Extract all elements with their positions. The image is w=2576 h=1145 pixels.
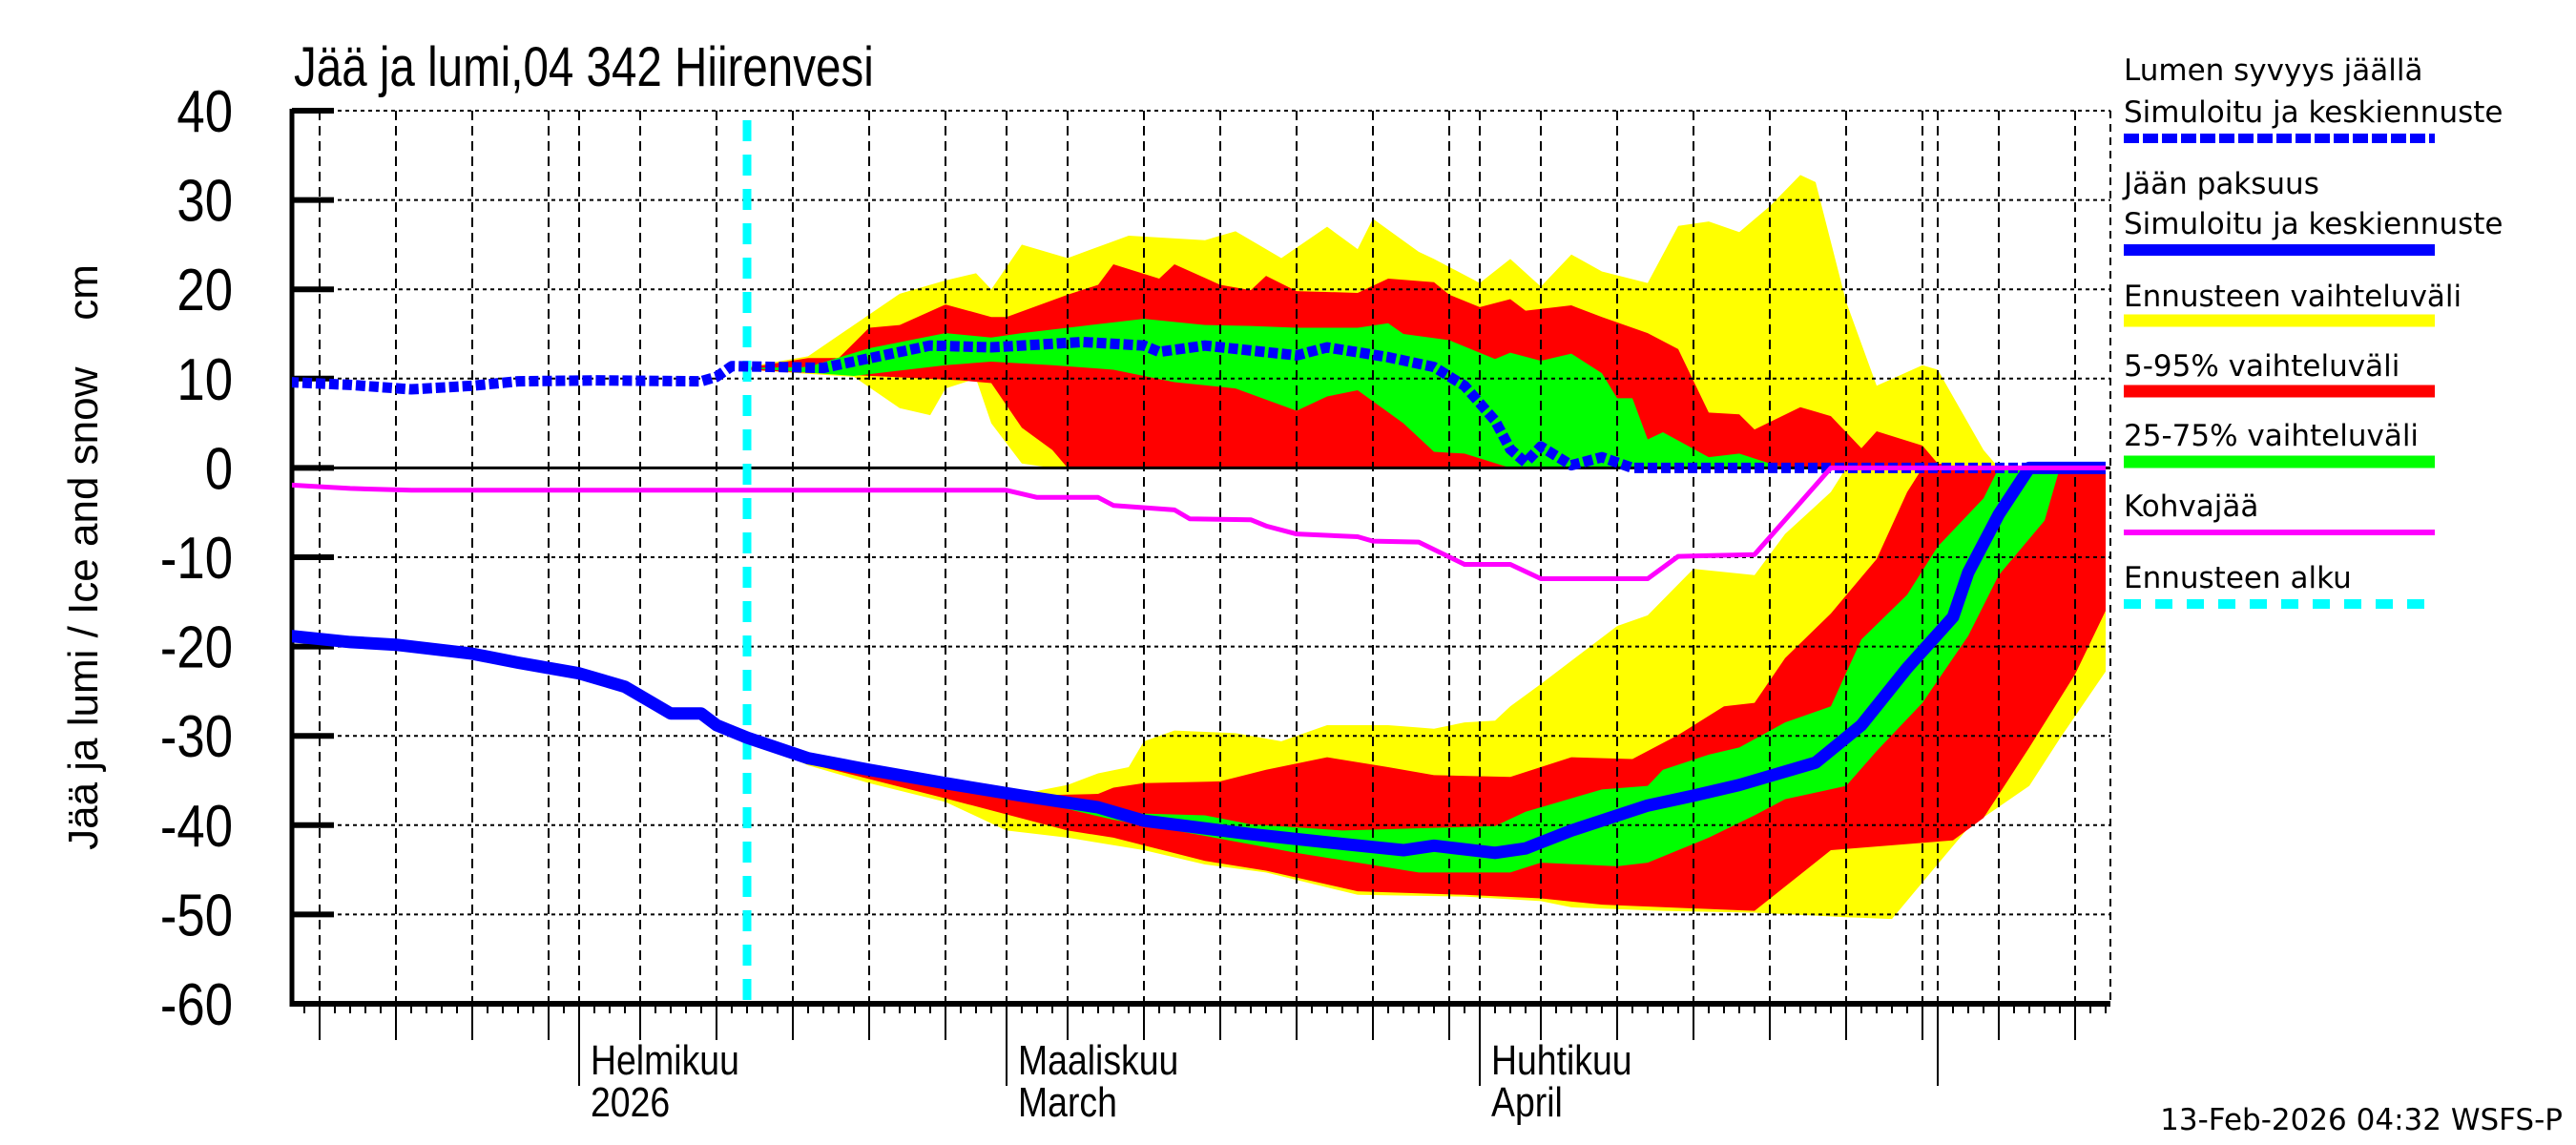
legend-item: Ennusteen vaihteluväli [2124, 280, 2462, 327]
y-tick-label-group: -40 [160, 794, 233, 860]
month-label-group: March [1018, 1078, 1117, 1126]
month-label-group: April [1491, 1078, 1563, 1126]
y-tick-label: -30 [160, 704, 233, 770]
legend-label: Kohvajää [2124, 489, 2258, 524]
y-tick-label-group: 10 [177, 347, 233, 413]
y-tick-label-group: 0 [205, 436, 233, 502]
month-label-fi: Huhtikuu [1491, 1036, 1632, 1084]
y-tick-label-group: 20 [177, 258, 233, 323]
y-tick-label-group: 40 [177, 79, 233, 145]
y-axis-labels: 40 30 20 10 0 -10 -20 -30 -40 -50 -60 [160, 79, 233, 1038]
slush-ice-line [292, 465, 2106, 581]
y-tick-label: 30 [177, 169, 233, 235]
y-tick-label-group: 30 [177, 169, 233, 235]
legend-label: Ennusteen alku [2124, 561, 2352, 595]
ice-thickness-line [292, 461, 2106, 860]
y-tick-label: 0 [205, 436, 233, 502]
y-tick-label: 20 [177, 258, 233, 323]
legend-item: Jään paksuus Simuloitu ja keskiennuste [2122, 167, 2503, 256]
month-label-en: March [1018, 1078, 1117, 1126]
month-label-group: Helmikuu [591, 1036, 739, 1084]
legend-label: Simuloitu ja keskiennuste [2124, 207, 2503, 241]
y-tick-label-group: -30 [160, 704, 233, 770]
y-tick-label: -10 [160, 526, 233, 592]
month-label-en: 2026 [591, 1078, 670, 1126]
y-tick-label: -40 [160, 794, 233, 860]
axes-layer [289, 108, 2110, 1086]
y-tick-label: 10 [177, 347, 233, 413]
legend-label: 25-75% vaihteluväli [2124, 419, 2419, 453]
legend-label: Jään paksuus [2122, 167, 2319, 201]
timestamp: 13-Feb-2026 04:32 WSFS-P [2160, 1103, 2563, 1137]
y-axis-label: Jää ja lumi / Ice and snow cm [60, 264, 107, 850]
legend-label: Ennusteen vaihteluväli [2124, 280, 2462, 314]
y-tick-label: -20 [160, 615, 233, 681]
y-tick-label-group: -60 [160, 972, 233, 1038]
y-tick-label-group: -10 [160, 526, 233, 592]
month-label-fi: Helmikuu [591, 1036, 739, 1084]
legend-item: 25-75% vaihteluväli [2124, 419, 2435, 468]
snow-depth-line [292, 336, 2106, 473]
y-tick-label: -60 [160, 972, 233, 1038]
month-label-en: April [1491, 1078, 1563, 1126]
legend-item: Lumen syvyys jäällä Simuloitu ja keskienn… [2124, 53, 2503, 143]
series-layer [292, 120, 2106, 1004]
month-label-group: Maaliskuu [1018, 1036, 1178, 1084]
chart-title: Jää ja lumi,04 342 Hiirenvesi [294, 37, 874, 99]
month-label-group: 2026 [591, 1078, 670, 1126]
y-tick-label-group: -50 [160, 883, 233, 948]
y-tick-label: -50 [160, 883, 233, 948]
legend-label: Lumen syvyys jäällä [2124, 53, 2423, 88]
legend-item: Ennusteen alku [2124, 561, 2435, 609]
legend-item: Kohvajää [2124, 489, 2435, 535]
legend: Lumen syvyys jäällä Simuloitu ja keskienn… [2122, 53, 2503, 609]
month-label-group: Huhtikuu [1491, 1036, 1632, 1084]
month-label-fi: Maaliskuu [1018, 1036, 1178, 1084]
y-tick-label: 40 [177, 79, 233, 145]
legend-item: 5-95% vaihteluväli [2124, 349, 2435, 398]
legend-label: 5-95% vaihteluväli [2124, 349, 2399, 384]
legend-label: Simuloitu ja keskiennuste [2124, 95, 2503, 130]
y-tick-label-group: -20 [160, 615, 233, 681]
